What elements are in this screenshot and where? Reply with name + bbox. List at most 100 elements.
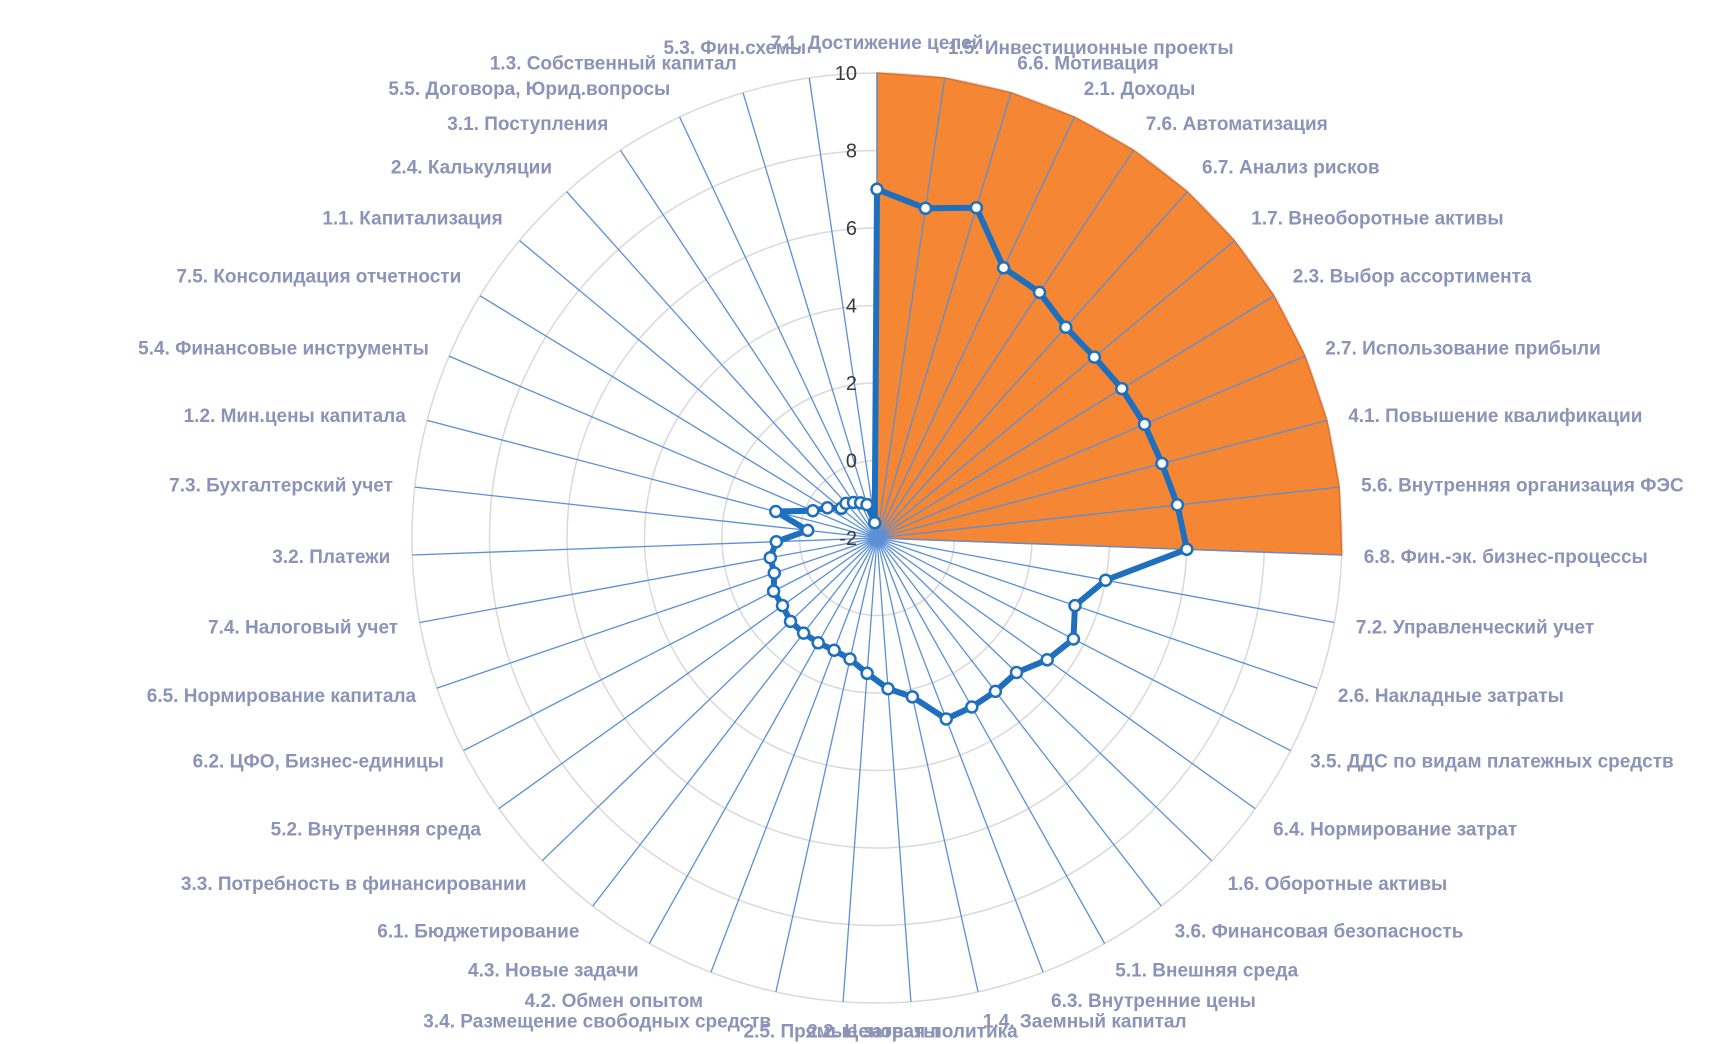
point-19: [939, 712, 953, 726]
category-label-42: 5.3. Фин.схемы: [663, 38, 806, 59]
category-label-4: 7.6. Автоматизация: [1146, 114, 1328, 135]
category-label-6: 1.7. Внеоборотные активы: [1251, 209, 1503, 230]
point-7: [1115, 381, 1129, 396]
spoke-20: [876, 537, 979, 993]
category-label-14: 3.5. ДДС по видам платежных средств: [1310, 752, 1674, 773]
category-label-38: 2.4. Калькуляции: [391, 157, 552, 178]
tick-label-4: 6: [846, 218, 857, 240]
spoke-31: [419, 537, 878, 624]
spoke-4: [876, 149, 1135, 539]
point-14: [1066, 632, 1081, 646]
point-36: [820, 500, 835, 515]
category-label-12: 7.2. Управленческий учет: [1356, 618, 1594, 639]
tick-label-5: 8: [846, 141, 857, 163]
category-label-36: 7.5. Консолидация отчетности: [176, 266, 461, 287]
point-27: [783, 614, 798, 629]
spoke-35: [448, 355, 878, 539]
category-label-0: 7.1. Достижение целей: [771, 33, 984, 54]
category-label-2: 6.6. Мотивация: [1017, 54, 1158, 75]
category-label-39: 3.1. Поступления: [447, 114, 608, 135]
spoke-16: [876, 537, 1213, 862]
spoke-33: [414, 486, 878, 539]
category-label-13: 2.6. Накладные затраты: [1338, 686, 1564, 707]
category-label-34: 1.2. Мин.цены капитала: [184, 406, 407, 427]
point-9: [1155, 456, 1169, 471]
spoke-13: [876, 537, 1318, 689]
category-label-27: 3.3. Потребность в финансировании: [181, 874, 526, 895]
point-10: [1170, 498, 1185, 512]
spoke-3: [876, 116, 1075, 539]
point-41: [860, 497, 874, 512]
category-label-20: 1.4. Заемный капитал: [983, 1011, 1187, 1032]
spoke-19: [876, 537, 1044, 973]
category-label-7: 2.3. Выбор ассортимента: [1293, 266, 1532, 287]
point-17: [988, 684, 1003, 699]
category-label-17: 3.6. Финансовая безопасность: [1175, 922, 1464, 943]
point-32: [769, 534, 784, 549]
spoke-1: [876, 77, 946, 539]
category-label-25: 4.3. Новые задачи: [468, 961, 639, 982]
spoke-14: [876, 537, 1291, 752]
spoke-23: [775, 537, 878, 993]
point-25: [811, 636, 825, 650]
category-label-32: 3.2. Платежи: [272, 547, 390, 568]
point-16: [1009, 665, 1024, 680]
spoke-27: [541, 537, 878, 862]
spoke-38: [566, 191, 878, 539]
spoke-36: [479, 295, 878, 539]
spoke-10: [876, 486, 1340, 539]
point-34: [769, 504, 783, 519]
point-22: [860, 666, 874, 681]
category-label-21: 2.2. Ценовая политика: [807, 1022, 1018, 1043]
category-label-23: 3.4. Размещение свободных средств: [423, 1011, 771, 1032]
line-series: [763, 182, 1194, 726]
point-15: [1040, 653, 1054, 667]
spoke-39: [619, 149, 878, 539]
spoke-32: [412, 537, 878, 556]
spoke-17: [876, 537, 1162, 907]
spoke-5: [876, 191, 1188, 539]
point-11: [1180, 542, 1194, 557]
point-28: [775, 598, 790, 613]
category-label-41: 1.3. Собственный капитал: [490, 54, 737, 75]
spoke-6: [876, 240, 1235, 539]
category-label-22: 2.5. Прямые затраты: [744, 1022, 940, 1043]
point-13: [1068, 598, 1082, 613]
spoke-34: [426, 419, 878, 539]
tick-labels: -2 0 2 4 6 8 10: [835, 63, 857, 550]
point-8: [1137, 417, 1152, 432]
area-series-0: [876, 72, 1343, 556]
point-6: [1087, 350, 1102, 364]
category-label-28: 5.2. Внутренняя среда: [271, 819, 482, 840]
spoke-7: [876, 295, 1275, 539]
point-2: [969, 200, 984, 215]
point-30: [767, 566, 782, 580]
spoke-37: [519, 240, 878, 539]
spoke-22: [842, 537, 878, 1002]
spoke-42: [808, 77, 878, 539]
tick-label-0: -2: [839, 528, 857, 550]
tick-label-3: 4: [846, 296, 857, 318]
spoke-30: [436, 537, 878, 689]
category-label-29: 6.2. ЦФО, Бизнес-единицы: [193, 752, 444, 773]
point-31: [763, 550, 778, 565]
point-33: [800, 523, 815, 538]
category-label-19: 6.3. Внутренние цены: [1051, 991, 1256, 1012]
point-5: [1059, 320, 1073, 335]
category-label-8: 2.7. Использование прибыли: [1325, 339, 1601, 360]
point-35: [806, 503, 820, 518]
category-label-16: 1.6. Оборотные активы: [1228, 874, 1448, 895]
category-label-35: 5.4. Финансовые инструменты: [138, 339, 429, 360]
point-21: [881, 681, 895, 696]
spoke-24: [710, 537, 878, 973]
spoke-29: [463, 537, 878, 752]
spoke-18: [876, 537, 1106, 944]
category-label-26: 6.1. Бюджетирование: [377, 922, 579, 943]
category-label-11: 6.8. Фин.-эк. бизнес-процессы: [1364, 547, 1648, 568]
tick-label-1: 0: [846, 451, 857, 473]
tick-label-2: 2: [846, 373, 857, 395]
spoke-41: [742, 92, 878, 539]
point-0: [870, 182, 884, 197]
category-label-15: 6.4. Нормирование затрат: [1273, 819, 1517, 840]
